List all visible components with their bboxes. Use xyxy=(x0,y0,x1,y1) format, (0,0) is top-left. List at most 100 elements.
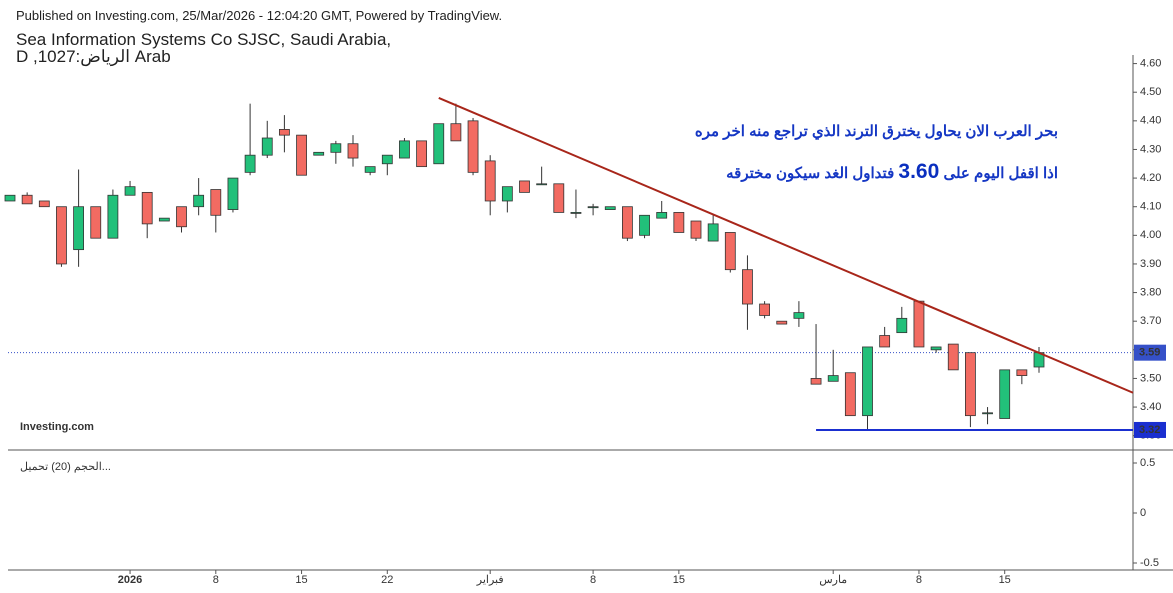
candle-body xyxy=(433,123,445,165)
candle-body xyxy=(210,189,222,216)
candle-body xyxy=(965,352,976,417)
candle-body xyxy=(656,212,668,219)
candle-body xyxy=(364,166,376,173)
candle-body xyxy=(759,303,770,316)
candle-body xyxy=(776,320,788,325)
y-tick-label: 3.40 xyxy=(1140,401,1161,413)
x-tick-label: 15 xyxy=(295,574,307,586)
price-label: 3.32 xyxy=(1139,424,1160,436)
candle-body xyxy=(176,206,187,228)
candle-body xyxy=(724,232,736,271)
candle-body xyxy=(124,186,136,196)
volume-tick-label: 0 xyxy=(1140,507,1146,519)
price-label: 3.59 xyxy=(1139,347,1160,359)
annotation: بحر العرب الان يحاول يخترق الترند الذي ت… xyxy=(694,123,1058,140)
y-tick-label: 4.20 xyxy=(1140,172,1161,184)
candle-body xyxy=(193,194,205,208)
candle-body xyxy=(793,312,805,319)
candle-body xyxy=(278,129,290,136)
candle-body xyxy=(73,206,84,251)
candle-body xyxy=(313,151,325,156)
volume-label: الحجم (20) تحميل... xyxy=(20,461,111,473)
candle-body xyxy=(519,180,530,193)
candle-body xyxy=(810,378,822,385)
candle-body xyxy=(862,346,873,417)
x-tick-label: 8 xyxy=(590,574,596,586)
candle-body xyxy=(827,375,839,382)
y-tick-label: 4.60 xyxy=(1140,57,1161,69)
candle-body xyxy=(1016,369,1028,376)
x-tick-label: مارس xyxy=(819,574,847,586)
candle-body xyxy=(690,220,702,239)
y-tick-label: 4.00 xyxy=(1140,229,1161,241)
candle-body xyxy=(570,212,582,214)
candle-body xyxy=(913,300,925,348)
candle-body xyxy=(742,269,753,305)
annotation: اذا اقفل اليوم على xyxy=(943,165,1058,182)
y-tick-label: 3.90 xyxy=(1140,258,1161,270)
x-tick-label: 15 xyxy=(673,574,685,586)
candle-body xyxy=(244,154,256,173)
candle-body xyxy=(416,140,428,168)
candle-body xyxy=(982,412,993,415)
price-label-box xyxy=(1134,421,1166,438)
candle-body xyxy=(999,369,1011,419)
candle-body xyxy=(450,123,462,142)
volume-tick-label: -0.5 xyxy=(1140,557,1159,569)
candle-body xyxy=(330,143,342,153)
annotation: فتداول الغد سيكون مخترقه xyxy=(726,165,895,182)
candle-body xyxy=(227,177,239,210)
y-tick-label: 3.80 xyxy=(1140,286,1161,298)
candle-body xyxy=(930,346,942,351)
annotation-value: 3.60 xyxy=(898,160,940,183)
watermark: Investing.com xyxy=(20,421,94,433)
candle-body xyxy=(896,317,908,334)
candle-body xyxy=(38,200,50,208)
price-label-box xyxy=(1134,344,1166,361)
candle-body xyxy=(501,186,513,202)
candle-body xyxy=(707,223,719,242)
candle-body xyxy=(21,194,33,205)
candle-body xyxy=(484,160,496,202)
candle-body xyxy=(673,212,685,233)
volume-tick-label: 0.5 xyxy=(1140,457,1155,469)
candle-body xyxy=(141,191,153,225)
candle-body xyxy=(947,343,959,371)
candle-body xyxy=(158,217,170,222)
candle-body xyxy=(56,206,67,265)
x-tick-label: 8 xyxy=(213,574,219,586)
candle-body xyxy=(622,206,633,239)
candle-body xyxy=(639,214,650,236)
trendline xyxy=(438,97,1134,394)
candle-body xyxy=(844,372,856,417)
chart-title: Sea Information Systems Co SJSC, Saudi A… xyxy=(16,30,392,49)
candle-body xyxy=(261,137,273,156)
annotation: اذا اقفل اليوم على 3.60 فتداول الغد سيكو… xyxy=(726,160,1058,184)
candle-body xyxy=(296,134,307,176)
x-tick-label: 2026 xyxy=(118,574,142,586)
y-tick-label: 3.70 xyxy=(1140,315,1161,327)
x-tick-label: 8 xyxy=(916,574,922,586)
candle-body xyxy=(553,183,565,213)
y-tick-label: 4.10 xyxy=(1140,201,1161,213)
candle-body xyxy=(381,154,393,165)
y-tick-label: 3.50 xyxy=(1140,372,1161,384)
x-tick-label: 15 xyxy=(999,574,1011,586)
candle-body xyxy=(536,183,548,186)
candle-body xyxy=(879,335,891,348)
candle-body xyxy=(4,194,16,202)
candle-body xyxy=(467,120,479,173)
published: Published on Investing.com, 25/Mar/2026 … xyxy=(16,8,503,23)
y-tick-label: 4.40 xyxy=(1140,115,1161,127)
x-tick-label: فبراير xyxy=(476,574,504,586)
candle-body xyxy=(107,194,119,239)
candle-body xyxy=(399,140,410,159)
candle-body xyxy=(587,206,599,209)
candle-body xyxy=(347,143,359,159)
chart-subtitle: D ,1027:الرياض Arab xyxy=(16,47,171,66)
candle-body xyxy=(90,206,102,239)
candle-body xyxy=(604,206,616,210)
x-tick-label: 22 xyxy=(381,574,393,586)
